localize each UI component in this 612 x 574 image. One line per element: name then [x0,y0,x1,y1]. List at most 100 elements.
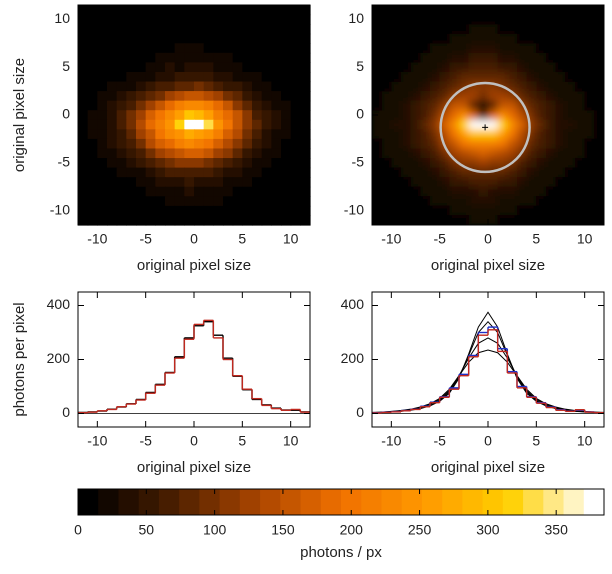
heatmap-cell [300,81,311,92]
heatmap-cell [478,119,489,130]
heatmap-cell [555,71,566,83]
heatmap-cell [526,71,537,83]
heatmap-cell [546,186,557,197]
heatmap-cell [87,33,98,44]
heatmap-cell [565,71,576,83]
heatmap-cell [420,167,431,178]
colorbar-tick-label: 250 [408,522,432,538]
heatmap-cell [107,81,118,92]
colorbar-step [219,489,241,515]
x-tick-label: -10 [87,231,107,247]
heatmap-cell [420,24,431,35]
x-tick-label: 10 [577,231,593,247]
heatmap-cell [517,100,528,111]
heatmap-cell [155,148,166,159]
heatmap-cell [488,5,499,16]
heatmap-cell [97,5,108,16]
heatmap-cell [526,81,537,92]
heatmap-cell [497,14,508,25]
colorbar-step [563,489,585,515]
heatmap-cell [575,91,586,102]
heatmap-cell [584,158,595,169]
heatmap-cell [107,119,118,130]
heatmap-cell [546,43,557,54]
x-tick-label: -5 [433,231,446,247]
heatmap-cell [468,43,479,54]
heatmap-cell [555,62,566,73]
heatmap-cell [546,71,557,83]
heatmap-cell [107,5,118,16]
heatmap-cell [165,138,176,150]
heatmap-cell [575,14,586,25]
heatmap-cell [300,196,311,207]
heatmap-cell [300,177,311,188]
heatmap-cell [145,14,156,25]
heatmap-cell [478,81,489,92]
heatmap-cell [401,196,412,207]
heatmap-cell [232,177,243,188]
heatmap-cell [97,52,108,63]
heatmap-cell [507,119,518,130]
heatmap-cell [136,62,147,73]
heatmap-cell [145,205,156,217]
heatmap-cell [300,33,311,44]
heatmap-cell [116,186,127,197]
heatmap-cell [575,52,586,63]
heatmap-cell [165,177,176,188]
heatmap-cell [584,110,595,121]
colorbar-step [98,489,119,515]
heatmap-cell [116,158,127,169]
heatmap-cell [401,186,412,197]
heatmap-cell [594,215,604,225]
heatmap-cell [546,24,557,35]
heatmap-cell [97,14,108,25]
heatmap-cell [271,110,282,121]
heatmap-cell [439,52,450,63]
heatmap-cell [271,24,282,35]
heatmap-cell [203,129,214,140]
heatmap-cell [468,5,479,16]
heatmap-cell [594,138,604,150]
heatmap-cell [372,43,383,54]
heatmap-cell [497,43,508,54]
heatmap-cell [107,91,118,102]
heatmap-cell [281,186,292,197]
heatmap-cell [300,24,311,35]
heatmap-cell [252,81,263,92]
heatmap-cell [300,215,311,226]
heatmap-cell [213,119,224,130]
colorbar-step [179,489,200,515]
heatmap-cell [252,158,263,169]
heatmap-cell [381,62,392,73]
heatmap-cell [546,100,557,111]
heatmap-cell [410,24,421,35]
heatmap-cell [232,43,243,54]
heatmap-cell [478,205,489,217]
colorbar-step [543,489,565,515]
heatmap-cell [488,62,499,73]
heatmap-cell [459,205,470,217]
heatmap-cell [381,186,392,197]
heatmap-cell [271,14,282,25]
heatmap-cell [430,129,441,140]
step-riser [380,329,596,413]
heatmap-cell [401,129,412,140]
heatmap-cell [184,110,195,121]
heatmap-cell [594,24,604,35]
heatmap-cell [517,43,528,54]
heatmap-cell [420,158,431,169]
heatmap-cell [555,81,566,92]
heatmap-cell [488,14,499,25]
heatmap-cell [107,196,118,207]
heatmap-cell [488,110,499,121]
heatmap-cell [439,158,450,169]
heatmap-cell [497,148,508,159]
heatmap-cell [155,43,166,54]
heatmap-cell [555,52,566,63]
heatmap-cell [174,71,185,83]
heatmap-cell [87,129,98,140]
heatmap-cell [488,100,499,111]
heatmap-cell [290,215,301,226]
heatmap-cell [300,5,311,16]
heatmap-cell [391,186,402,197]
